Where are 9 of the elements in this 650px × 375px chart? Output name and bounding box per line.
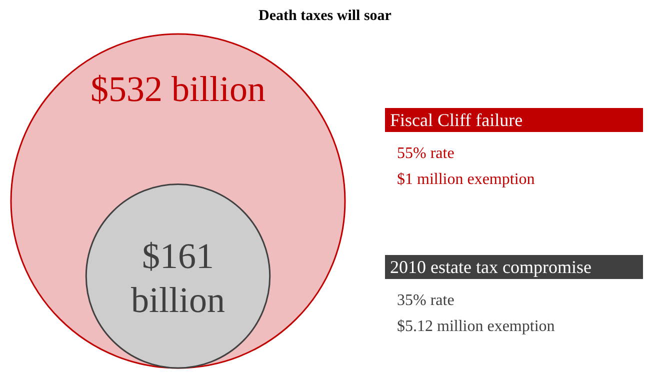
text: 55% rate xyxy=(397,145,454,162)
data-label: $161 billion xyxy=(130,236,226,320)
text: $5.12 million exemption xyxy=(397,318,555,335)
text: Death taxes will soar xyxy=(258,8,392,24)
category-label: Fiscal Cliff failure xyxy=(390,110,523,130)
category-label: 2010 estate tax compromise xyxy=(390,257,592,277)
text: 35% rate xyxy=(397,292,454,309)
text: $1 million exemption xyxy=(397,171,535,188)
data-label: $532 billion xyxy=(90,68,266,109)
